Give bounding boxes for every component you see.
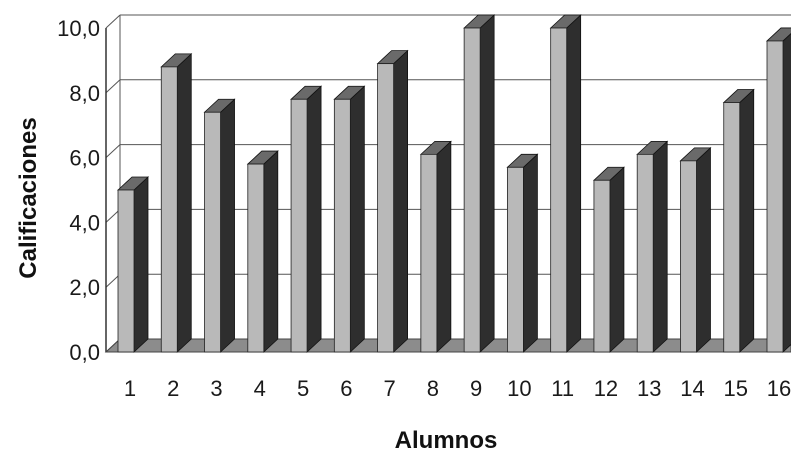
gridline-diagonal: [105, 144, 121, 158]
x-tick-label: 9: [470, 376, 482, 401]
bar: [203, 98, 236, 353]
bar: [376, 49, 409, 353]
bar-front: [290, 98, 308, 353]
x-tick-label: 3: [210, 376, 222, 401]
bar: [419, 140, 452, 353]
x-tick-labels: 1 2 3 4 5 6 7 8 9 10 11 12 13 14 15 16: [124, 376, 791, 401]
bar-side: [782, 32, 791, 353]
bar-front: [723, 102, 741, 353]
y-tick-label: 6,0: [69, 146, 100, 171]
bar-side: [739, 88, 755, 353]
bar: [679, 146, 712, 353]
bar-front: [117, 189, 135, 353]
y-tick-label: 8,0: [69, 81, 100, 106]
x-tick-label: 16: [767, 376, 791, 401]
x-tick-label: 4: [254, 376, 266, 401]
bar-front: [680, 160, 697, 353]
gridline-diagonal: [105, 79, 121, 94]
bar: [636, 140, 669, 353]
x-tick-label: 12: [594, 376, 618, 401]
bar-side: [220, 98, 235, 353]
bar: [506, 153, 539, 353]
bar: [290, 85, 323, 353]
bar-side: [263, 150, 279, 353]
y-tick-label: 4,0: [69, 210, 100, 235]
bar: [765, 27, 791, 353]
bar: [160, 52, 193, 353]
bar-front: [463, 27, 481, 353]
x-axis-title: Alumnos: [395, 427, 498, 453]
bar: [463, 14, 496, 353]
bar-side: [436, 140, 452, 353]
bar-side: [349, 85, 365, 353]
bar: [116, 176, 150, 353]
bar-front: [204, 111, 221, 353]
bar-front: [766, 40, 784, 353]
bar-side: [393, 49, 409, 353]
bar-side: [609, 166, 625, 353]
x-tick-label: 7: [383, 376, 395, 401]
x-tick-label: 8: [427, 376, 439, 401]
bar-side: [479, 14, 495, 353]
x-tick-label: 14: [680, 376, 704, 401]
x-tick-label: 10: [507, 376, 531, 401]
bar: [246, 150, 279, 353]
bar-side: [696, 146, 711, 353]
y-tick-label: 2,0: [69, 275, 100, 300]
y-axis-title: Calificaciones: [15, 117, 42, 278]
bar-front: [333, 98, 351, 353]
y-tick-label: 10,0: [57, 16, 100, 41]
bar: [592, 166, 625, 353]
x-tick-label: 5: [297, 376, 309, 401]
y-tick-label: 0,0: [69, 340, 100, 365]
x-tick-label: 1: [124, 376, 136, 401]
gridline-diagonal: [105, 14, 121, 29]
x-tick-label: 11: [551, 376, 574, 401]
bar-side: [133, 176, 149, 353]
bar: [722, 88, 755, 353]
bar-side: [523, 153, 538, 353]
bar-side: [566, 14, 582, 353]
bar: [333, 85, 366, 353]
y-tick-labels: 0,0 2,0 4,0 6,0 8,0 10,0: [57, 16, 100, 365]
bar-front: [506, 166, 524, 353]
x-tick-label: 2: [167, 376, 179, 401]
x-tick-label: 13: [637, 376, 661, 401]
bar-front: [420, 153, 438, 353]
bar-front: [636, 153, 654, 353]
bar: [549, 14, 582, 353]
bar-front: [247, 163, 265, 353]
bar-side: [176, 52, 192, 353]
bar-front: [377, 63, 395, 353]
bar-front: [160, 66, 178, 353]
bar-side: [652, 140, 668, 353]
x-tick-label: 15: [723, 376, 747, 401]
bar-front: [593, 179, 611, 353]
bars: [116, 14, 791, 353]
x-tick-label: 6: [340, 376, 352, 401]
bar-side: [306, 85, 322, 353]
bar-front: [550, 27, 568, 353]
